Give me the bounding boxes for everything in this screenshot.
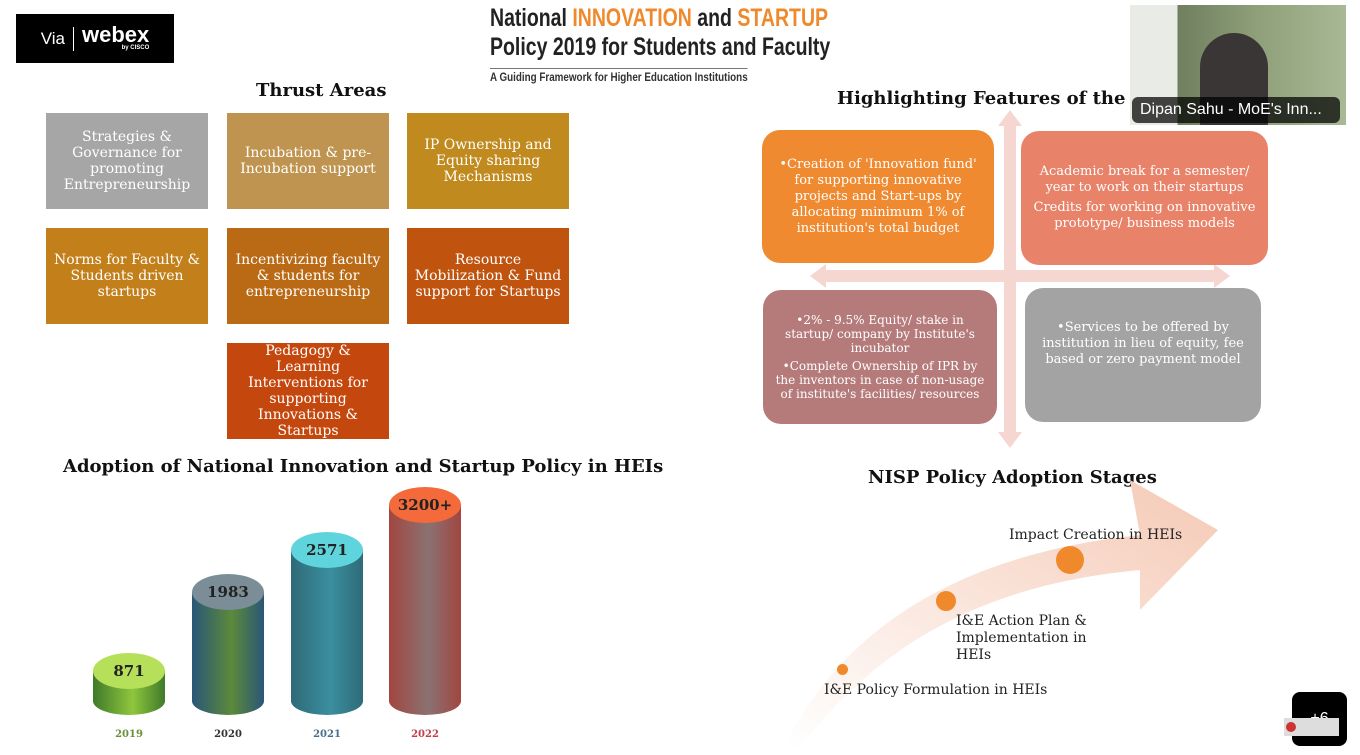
cylinder-bar: 1983 — [192, 573, 264, 715]
brand-text: webex — [82, 21, 150, 47]
cylinder-bar: 3200+ — [389, 487, 461, 715]
thrust-area-box: Incubation & pre-Incubation support — [227, 113, 389, 209]
feature-equity: •2% - 9.5% Equity/ stake in startup/ com… — [763, 290, 997, 424]
feature-academic-break: Academic break for a semester/ year to w… — [1021, 131, 1268, 265]
thrust-areas-title: Thrust Areas — [256, 80, 387, 101]
divider — [73, 26, 74, 51]
t: and — [691, 4, 738, 32]
stages-arrow — [785, 480, 1218, 747]
thrust-area-label: Norms for Faculty & Students driven star… — [54, 252, 200, 300]
stage-dot — [837, 664, 848, 675]
feature-text: •Complete Ownership of IPR by the invent… — [775, 359, 985, 401]
thrust-area-label: Incentivizing faculty & students for ent… — [235, 252, 381, 300]
feature-text: Academic break for a semester/ year to w… — [1039, 164, 1250, 195]
feature-services: •Services to be offered by institution i… — [1025, 288, 1261, 422]
year-label: 2019 — [115, 729, 143, 740]
feature-text: Credits for working on innovative protot… — [1033, 200, 1256, 231]
participant-name: Dipan Sahu - MoE's Inn... — [1132, 97, 1340, 123]
cylinder-body — [192, 591, 264, 715]
thrust-area-label: IP Ownership and Equity sharing Mechanis… — [424, 137, 552, 185]
participant-video[interactable]: Dipan Sahu - MoE's Inn... — [1130, 5, 1346, 125]
via-label: Via — [40, 28, 65, 48]
thrust-area-label: Pedagogy & Learning Interventions for su… — [248, 343, 368, 439]
thrust-area-box: IP Ownership and Equity sharing Mechanis… — [407, 113, 569, 209]
stage-label: Impact Creation in HEIs — [1009, 527, 1183, 543]
t: STARTUP — [737, 4, 829, 32]
feature-innovation-fund: •Creation of 'Innovation fund' for suppo… — [762, 130, 994, 263]
slide-title-line1: National INNOVATION and STARTUP — [490, 4, 828, 33]
feature-text: •2% - 9.5% Equity/ stake in startup/ com… — [785, 313, 975, 355]
webex-brand: webex by CISCO — [82, 23, 150, 52]
cylinder-value-label: 2571 — [291, 531, 363, 568]
stage-label: I&E Action Plan & Implementation in HEIs — [956, 613, 1087, 663]
cylinder-value-label: 3200+ — [389, 487, 461, 523]
stages-title: NISP Policy Adoption Stages — [868, 467, 1157, 488]
year-label: 2020 — [214, 729, 242, 740]
thrust-area-label: Strategies & Governance for promoting En… — [63, 129, 191, 193]
stage-dot — [936, 591, 956, 611]
thrust-area-box: Resource Mobilization & Fund support for… — [407, 228, 569, 324]
thrust-area-box: Incentivizing faculty & students for ent… — [227, 228, 389, 324]
cylinder-value-label: 871 — [93, 652, 165, 689]
cross-arrows — [810, 110, 1230, 448]
feature-text: •Creation of 'Innovation fund' for suppo… — [779, 156, 977, 236]
cylinder-bar: 871 — [93, 652, 165, 715]
cylinder-bar: 2571 — [291, 531, 363, 715]
webex-logo: Via webex by CISCO — [16, 14, 174, 63]
adoption-title: Adoption of National Innovation and Star… — [63, 456, 664, 477]
cylinder-value-label: 1983 — [192, 573, 264, 610]
stage-dot — [1056, 546, 1084, 574]
thrust-area-box: Strategies & Governance for promoting En… — [46, 113, 208, 209]
cylinder-body — [389, 505, 461, 715]
slide-subtitle: A Guiding Framework for Higher Education… — [490, 68, 748, 84]
stage-label: I&E Policy Formulation in HEIs — [824, 682, 1048, 698]
innovation-cell-logo — [1284, 718, 1339, 736]
thrust-area-box: Pedagogy & Learning Interventions for su… — [227, 343, 389, 439]
year-label: 2021 — [313, 729, 341, 740]
cylinder-body — [291, 549, 363, 715]
thrust-area-box: Norms for Faculty & Students driven star… — [46, 228, 208, 324]
thrust-area-label: Incubation & pre-Incubation support — [240, 145, 376, 177]
feature-text: •Services to be offered by institution i… — [1042, 320, 1244, 367]
year-label: 2022 — [411, 729, 439, 740]
t: National — [490, 4, 573, 32]
t: INNOVATION — [572, 4, 692, 32]
thrust-area-label: Resource Mobilization & Fund support for… — [414, 252, 562, 300]
slide-title-line2: Policy 2019 for Students and Faculty — [490, 33, 831, 61]
brand-sub: by CISCO — [121, 44, 150, 51]
features-title: Highlighting Features of the NISP — [837, 88, 1184, 109]
